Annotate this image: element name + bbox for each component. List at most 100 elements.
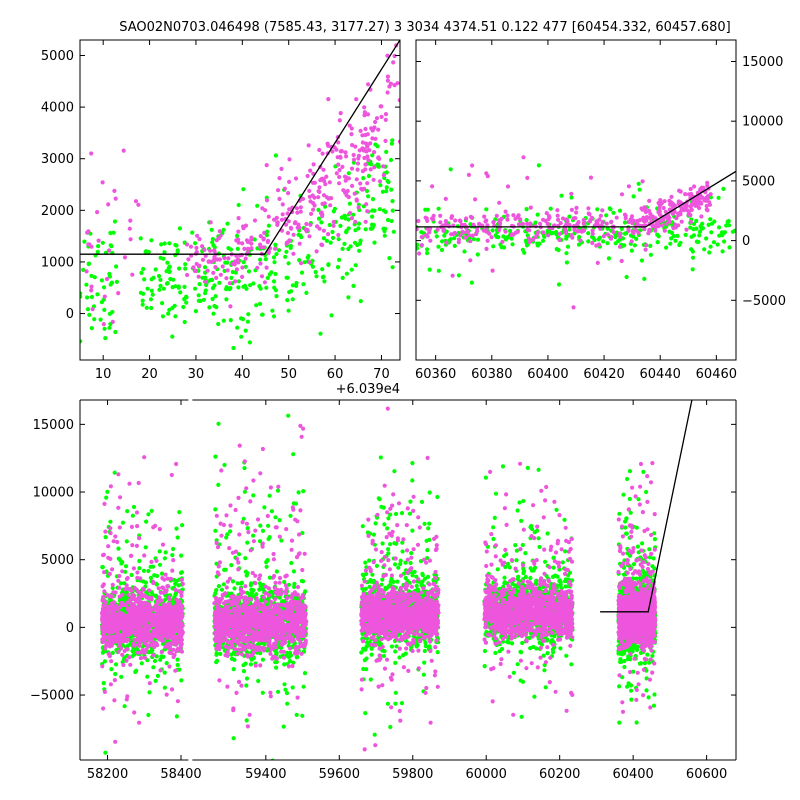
series-b-point — [678, 189, 683, 194]
series-a-point — [221, 318, 226, 323]
series-b-point — [217, 229, 222, 234]
series-b-point — [307, 234, 312, 239]
axis-frame — [79, 39, 401, 361]
series-b-point — [242, 246, 247, 251]
series-a-point — [122, 704, 127, 709]
series-a-point — [370, 214, 375, 219]
series-a-point — [211, 311, 216, 316]
series-a-point — [283, 254, 288, 259]
series-a-point — [380, 541, 385, 546]
series-a-point — [299, 270, 305, 275]
series-a-point — [81, 267, 86, 272]
series-b-point — [465, 229, 470, 234]
series-b-point — [664, 221, 669, 226]
x-tick-label: 60440 — [640, 367, 681, 382]
series-b-point — [337, 174, 342, 180]
series-b-point — [346, 195, 351, 200]
series-a-point — [232, 586, 237, 591]
series-b-point — [438, 213, 443, 218]
series-b-point — [469, 215, 474, 220]
series-b-point — [191, 265, 196, 270]
series-a-point — [241, 187, 246, 192]
series-a-point — [319, 220, 324, 225]
series-b-point — [363, 126, 368, 132]
series-b-point — [241, 226, 246, 231]
series-a-point — [231, 667, 236, 672]
series-a-point — [160, 314, 166, 319]
series-a-point — [153, 267, 158, 272]
series-a-point — [648, 243, 653, 248]
series-a-point — [143, 545, 148, 550]
series-a-point — [372, 240, 377, 245]
series-b-point — [643, 247, 648, 252]
data-points — [80, 43, 400, 351]
series-a-point — [149, 288, 154, 293]
series-b-point — [473, 197, 478, 202]
series-b-point — [374, 116, 380, 121]
series-a-point — [257, 301, 263, 306]
series-b-point — [236, 229, 241, 234]
x-tick-label: 60400 — [527, 367, 568, 382]
series-a-point — [255, 203, 260, 208]
series-b-point — [362, 113, 367, 118]
series-b-point — [287, 179, 292, 184]
series-a-point — [234, 233, 240, 238]
series-b-point — [320, 213, 325, 219]
series-a-point — [455, 224, 460, 229]
series-b-point — [211, 270, 216, 275]
series-a-point — [344, 271, 349, 276]
series-b-point — [307, 188, 312, 193]
series-b-point — [468, 239, 473, 244]
series-a-point — [274, 251, 279, 257]
series-b-point — [349, 126, 354, 131]
series-a-point — [231, 736, 236, 741]
series-a-point — [166, 266, 171, 271]
series-a-point — [251, 533, 256, 538]
series-b-point — [379, 114, 384, 119]
series-a-point — [382, 233, 387, 238]
series-a-point — [182, 297, 187, 302]
series-b-point — [643, 207, 648, 212]
series-a-point — [549, 231, 554, 236]
y-tick-label: 5000 — [742, 174, 775, 189]
series-b-point — [419, 234, 424, 240]
series-b-point — [479, 224, 484, 229]
series-b-point — [594, 243, 599, 248]
series-b-point — [419, 243, 424, 248]
series-b-point — [385, 90, 390, 95]
series-b-point — [567, 222, 572, 228]
series-b-point — [483, 219, 488, 224]
series-a-point — [419, 499, 425, 504]
series-b-point — [381, 164, 386, 169]
series-a-point — [642, 276, 647, 281]
series-a-point — [403, 651, 408, 656]
series-b-point — [586, 206, 591, 211]
series-a-point — [141, 291, 146, 296]
series-a-point — [245, 526, 250, 531]
series-b-point — [311, 207, 316, 212]
series-b-point — [317, 185, 322, 190]
series-b-point — [96, 238, 101, 243]
series-b-point — [705, 208, 710, 213]
series-b-point — [243, 256, 248, 261]
series-a-point — [622, 220, 628, 225]
series-a-point — [505, 235, 510, 240]
series-b-point — [300, 196, 306, 201]
series-a-point — [263, 257, 268, 262]
series-b-point — [528, 221, 533, 226]
series-b-point — [533, 235, 538, 240]
series-a-point — [425, 247, 430, 252]
series-a-point — [410, 573, 415, 578]
series-b-point — [208, 220, 213, 225]
series-a-point — [130, 649, 135, 654]
series-a-point — [722, 230, 728, 235]
series-a-point — [324, 238, 329, 243]
series-a-point — [100, 240, 105, 245]
series-a-point — [101, 681, 106, 686]
series-b-point — [634, 228, 639, 233]
series-b-point — [340, 164, 345, 169]
series-a-point — [732, 228, 736, 233]
series-a-point — [171, 597, 176, 602]
series-a-point — [440, 239, 445, 244]
series-a-point — [252, 237, 257, 242]
